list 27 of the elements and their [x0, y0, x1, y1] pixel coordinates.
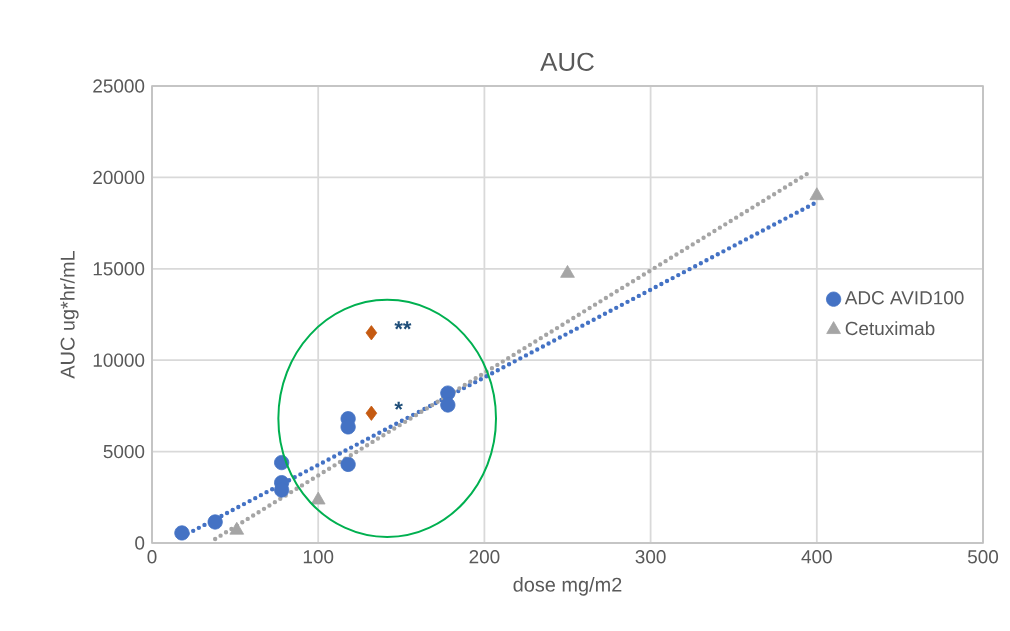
y-tick-label: 0 [135, 536, 145, 550]
point [365, 325, 378, 341]
y-tick-label: 10000 [93, 353, 145, 367]
y-tick-label: 5000 [103, 444, 145, 459]
legend-label: ADC AVID100 [844, 291, 964, 305]
y-tick-label: 20000 [93, 170, 145, 185]
x-tick-label: 500 [967, 550, 999, 564]
x-tick-label: 0 [147, 550, 157, 564]
point [365, 405, 378, 421]
x-axis-title: dose mg/m2 [513, 577, 622, 596]
point [440, 397, 456, 413]
y-axis-title: AUC ug*hr/mL [60, 250, 79, 379]
x-tick-label: 400 [801, 550, 832, 564]
y-tick-label: 25000 [93, 79, 145, 93]
y-tick-label: 15000 [93, 262, 145, 276]
point [560, 265, 575, 278]
point [340, 456, 356, 472]
annotation: * [394, 401, 403, 410]
x-tick-label: 200 [469, 550, 500, 564]
annotation: ** [394, 321, 412, 330]
point [207, 514, 223, 530]
legend-label: Cetuximab [845, 321, 935, 336]
chart-title: AUC [540, 52, 594, 71]
point [809, 187, 825, 201]
x-tick-label: 100 [303, 550, 334, 564]
x-tick-label: 300 [635, 550, 666, 564]
point [174, 525, 190, 541]
